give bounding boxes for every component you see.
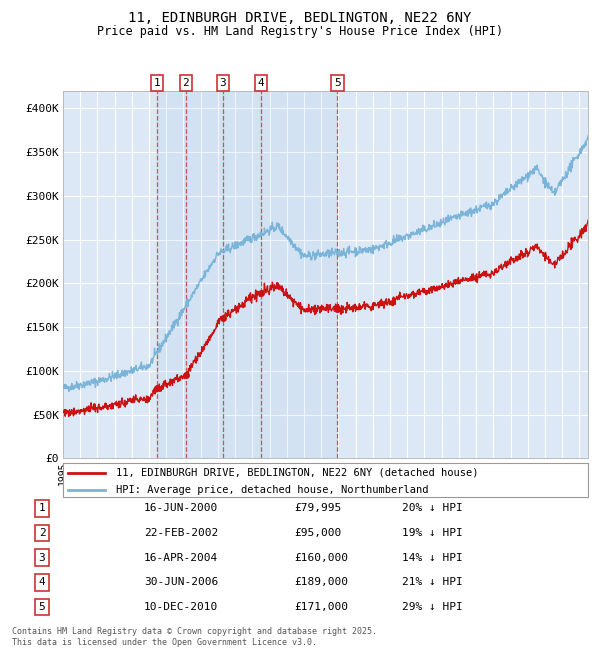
Text: 16-APR-2004: 16-APR-2004: [144, 552, 218, 563]
Text: 11, EDINBURGH DRIVE, BEDLINGTON, NE22 6NY: 11, EDINBURGH DRIVE, BEDLINGTON, NE22 6N…: [128, 11, 472, 25]
Text: 3: 3: [38, 552, 46, 563]
Text: 29% ↓ HPI: 29% ↓ HPI: [402, 602, 463, 612]
Bar: [186, 91, 223, 458]
Bar: [157, 91, 186, 458]
Text: 22-FEB-2002: 22-FEB-2002: [144, 528, 218, 538]
Bar: [261, 91, 337, 458]
Text: 20% ↓ HPI: 20% ↓ HPI: [402, 503, 463, 514]
Text: HPI: Average price, detached house, Northumberland: HPI: Average price, detached house, Nort…: [115, 485, 428, 495]
Text: £160,000: £160,000: [294, 552, 348, 563]
Text: 2: 2: [182, 78, 189, 88]
Text: 4: 4: [38, 577, 46, 588]
Text: 30-JUN-2006: 30-JUN-2006: [144, 577, 218, 588]
Text: £171,000: £171,000: [294, 602, 348, 612]
Text: 3: 3: [220, 78, 226, 88]
Text: 4: 4: [257, 78, 265, 88]
Text: 19% ↓ HPI: 19% ↓ HPI: [402, 528, 463, 538]
Text: 5: 5: [38, 602, 46, 612]
Bar: [223, 91, 261, 458]
Text: 1: 1: [154, 78, 160, 88]
Text: £79,995: £79,995: [294, 503, 341, 514]
Text: 1: 1: [38, 503, 46, 514]
Text: £189,000: £189,000: [294, 577, 348, 588]
Text: 10-DEC-2010: 10-DEC-2010: [144, 602, 218, 612]
Point: [65, 486, 72, 494]
Text: Contains HM Land Registry data © Crown copyright and database right 2025.
This d: Contains HM Land Registry data © Crown c…: [12, 627, 377, 647]
Point: [65, 469, 72, 477]
Text: 16-JUN-2000: 16-JUN-2000: [144, 503, 218, 514]
Text: 5: 5: [334, 78, 341, 88]
Text: £95,000: £95,000: [294, 528, 341, 538]
Text: Price paid vs. HM Land Registry's House Price Index (HPI): Price paid vs. HM Land Registry's House …: [97, 25, 503, 38]
Text: 2: 2: [38, 528, 46, 538]
Point: [101, 469, 109, 477]
Text: 11, EDINBURGH DRIVE, BEDLINGTON, NE22 6NY (detached house): 11, EDINBURGH DRIVE, BEDLINGTON, NE22 6N…: [115, 468, 478, 478]
Text: 14% ↓ HPI: 14% ↓ HPI: [402, 552, 463, 563]
Point: [101, 486, 109, 494]
Text: 21% ↓ HPI: 21% ↓ HPI: [402, 577, 463, 588]
